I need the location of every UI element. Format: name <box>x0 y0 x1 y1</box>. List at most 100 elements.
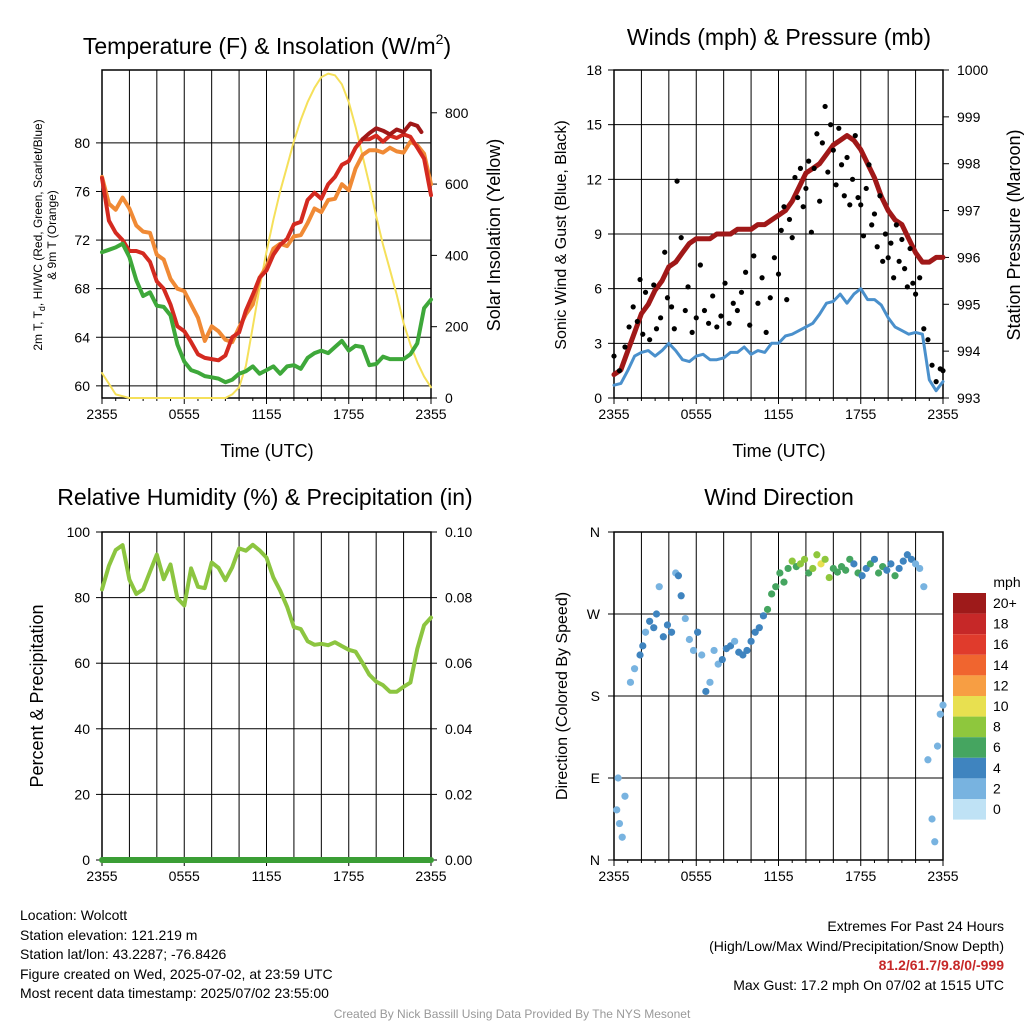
direction-point <box>621 792 629 800</box>
legend-swatch <box>953 716 986 738</box>
legend-swatch <box>953 799 986 820</box>
direction-point <box>685 635 693 644</box>
gust-point <box>763 329 769 335</box>
humidity-y-tick-label: 100 <box>67 524 91 540</box>
legend-label: 16 <box>993 636 1009 652</box>
direction-chart-title: Wind Direction <box>704 484 854 510</box>
direction-point <box>850 560 858 568</box>
winds-x-axis-label: Time (UTC) <box>732 441 825 461</box>
direction-point <box>924 756 932 764</box>
extremes-header: Extremes For Past 24 Hours <box>827 918 1004 934</box>
direction-point <box>858 572 866 580</box>
direction-point <box>788 557 796 565</box>
direction-point <box>731 637 739 645</box>
gust-point <box>885 255 891 261</box>
winds-y-tick-label: 6 <box>594 281 602 297</box>
direction-point <box>630 665 639 673</box>
gust-point <box>902 266 908 272</box>
gust-point <box>808 229 815 235</box>
gust-point <box>726 320 732 326</box>
humidity-x-tick-label: 1155 <box>251 868 281 884</box>
humidity-right-y-tick-label: 0.08 <box>445 590 472 606</box>
gust-point <box>921 326 927 332</box>
legend-unit-label: mph <box>993 574 1020 590</box>
direction-point <box>689 646 698 655</box>
gust-point <box>662 249 668 255</box>
humidity-right-y-tick-label: 0.04 <box>445 721 472 737</box>
gust-point <box>871 211 878 217</box>
temperature-frame <box>101 69 432 399</box>
direction-point <box>652 610 661 618</box>
direction-point <box>833 568 842 576</box>
gust-point <box>849 176 856 182</box>
gust-point <box>795 194 801 201</box>
winds-right-y-tick-label: 995 <box>957 296 981 312</box>
gust-point <box>836 125 842 131</box>
gust-point <box>778 227 784 233</box>
max-gust: Max Gust: 17.2 mph On 07/02 at 1515 UTC <box>733 976 1004 993</box>
winds-y-tick-label: 12 <box>586 171 602 187</box>
gust-point <box>917 275 923 281</box>
winds-right-y-tick-label: 996 <box>957 249 981 265</box>
direction-y-tick-label: S <box>591 688 600 704</box>
gust-point <box>701 307 708 314</box>
direction-x-tick-label: 2355 <box>927 868 958 884</box>
direction-point <box>825 573 833 582</box>
figure-created: Figure created on Wed, 2025-07-02, at 23… <box>20 965 333 982</box>
legend-swatch <box>953 634 986 655</box>
gust-point <box>626 324 632 330</box>
direction-point <box>718 655 726 664</box>
direction-point <box>813 551 821 559</box>
direction-point <box>772 583 780 591</box>
temperature-x-tick-label: 1755 <box>333 406 364 422</box>
temperature-y-tick-label: 64 <box>74 329 90 345</box>
gust-point <box>874 244 880 250</box>
gust-point <box>925 337 931 343</box>
gust-point <box>786 216 793 223</box>
winds-x-tick-label: 1155 <box>763 406 793 422</box>
gust-point <box>634 318 640 325</box>
winds-y-tick-label: 9 <box>594 226 602 242</box>
legend-swatch <box>953 696 986 717</box>
winds-right-axis-label: Station Pressure (Maroon) <box>1004 129 1024 340</box>
temperature-right-y-tick-label: 400 <box>445 247 469 263</box>
gust-point <box>792 174 798 181</box>
humidity-right-y-tick-label: 0.00 <box>445 852 472 868</box>
temperature-y-axis-label-line2: & 9m T (Orange) <box>45 190 59 280</box>
direction-point <box>899 557 907 565</box>
legend-swatch <box>953 593 986 614</box>
extremes-info: Extremes For Past 24 Hours (High/Low/Max… <box>709 917 1004 995</box>
direction-point <box>747 637 755 645</box>
direction-point <box>800 555 809 563</box>
temperature-right-y-tick-label: 0 <box>445 390 453 406</box>
credit-line: Created By Nick Bassill Using Data Provi… <box>333 1007 691 1021</box>
gust-point <box>747 322 753 328</box>
gust-point <box>718 313 724 319</box>
humidity-y-tick-label: 80 <box>74 590 90 606</box>
gust-point <box>685 284 691 290</box>
direction-point <box>618 833 626 841</box>
direction-point <box>895 564 903 573</box>
humidity-right-y-tick-label: 0.02 <box>445 786 472 802</box>
temperature-chart-title: Temperature (F) & Insolation (W/m2) <box>83 31 451 59</box>
direction-point <box>655 583 663 591</box>
gust-point <box>929 362 935 368</box>
direction-y-tick-label: N <box>590 852 600 868</box>
gust-point <box>896 258 902 264</box>
insolation-line <box>101 72 432 399</box>
gust-point <box>640 331 646 337</box>
direction-point <box>891 572 899 580</box>
legend-label: 18 <box>993 616 1009 632</box>
legend-label: 12 <box>993 677 1009 693</box>
direction-point <box>626 678 635 686</box>
direction-point <box>870 555 879 563</box>
humidity-line <box>100 542 433 694</box>
gust-point <box>730 300 736 306</box>
heat-index-line <box>360 121 424 142</box>
gust-point <box>771 255 777 261</box>
direction-point <box>928 815 936 823</box>
direction-point <box>615 819 624 828</box>
gust-point <box>899 236 905 243</box>
legend-label: 4 <box>993 760 1001 776</box>
